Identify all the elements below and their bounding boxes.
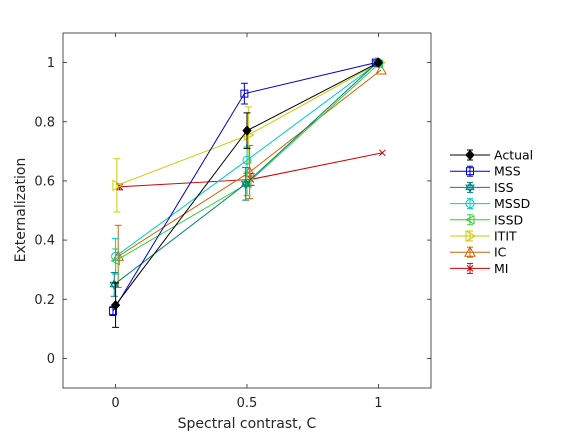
- legend-item-issd: ISSD: [450, 212, 523, 227]
- y-tick-label: 1: [47, 56, 55, 71]
- data-point: [240, 178, 251, 190]
- data-point: [111, 251, 121, 261]
- legend-box: [443, 143, 539, 277]
- legend-label: MSS: [494, 164, 521, 179]
- legend-marker: [466, 167, 474, 176]
- data-point: [242, 125, 252, 136]
- legend-item-mss: MSS: [450, 164, 521, 179]
- axis-ticks: 0 0.5 1 0 0.2 0.4 0.6 0.8 1: [34, 33, 431, 411]
- legend-item-itit: ITIT: [450, 229, 517, 244]
- y-tick-label: 0.2: [34, 293, 55, 308]
- y-tick-label: 0.8: [34, 115, 55, 130]
- y-tick-label: 0.6: [34, 174, 55, 189]
- legend-label: MI: [494, 261, 508, 276]
- x-tick-label: 1: [374, 396, 382, 411]
- marker-part: [465, 181, 475, 191]
- series-mssd: [111, 58, 383, 275]
- marker-part: [240, 178, 251, 187]
- marker-part: [379, 149, 386, 157]
- legend-item-mi: MI: [450, 261, 508, 276]
- legend-marker: [464, 246, 476, 257]
- legend-label: MSSD: [494, 196, 530, 211]
- legend-marker: [465, 230, 477, 242]
- y-axis-title: Externalization: [13, 158, 29, 263]
- marker-part: [240, 181, 251, 190]
- legend-item-ic: IC: [450, 245, 507, 260]
- legend-marker: [466, 265, 474, 272]
- x-tick-label: 0: [111, 396, 119, 411]
- legend-marker: [465, 199, 475, 209]
- y-tick-label: 0: [47, 352, 55, 367]
- legend-label: ITIT: [494, 229, 517, 244]
- legend-item-actual: Actual: [450, 148, 533, 163]
- data-point: [375, 63, 387, 75]
- data-point: [373, 57, 384, 68]
- marker-part: [466, 265, 474, 272]
- legend-marker: [464, 214, 475, 225]
- x-tick-label: 0.5: [237, 396, 258, 411]
- plot-area: [62, 32, 432, 389]
- legend-item-mssd: MSSD: [450, 196, 530, 211]
- marker-part: [109, 281, 120, 290]
- legend-label: ISSD: [494, 212, 523, 227]
- legend-label: IC: [494, 245, 507, 260]
- legend-item-iss: ISS: [450, 180, 514, 195]
- legend-marker: [465, 181, 475, 193]
- y-tick-label: 0.4: [34, 234, 55, 249]
- data-point: [112, 179, 123, 192]
- legend-marker: [465, 149, 475, 161]
- data-point: [242, 155, 252, 165]
- data-point: [379, 149, 386, 157]
- data-point: [110, 299, 121, 311]
- series-actual: [110, 57, 384, 328]
- series-layer: [108, 56, 387, 328]
- marker-part: [465, 184, 475, 193]
- legend-label: ISS: [494, 180, 514, 195]
- x-axis-title: Spectral contrast, C: [178, 416, 317, 432]
- legend-label: Actual: [494, 148, 533, 163]
- data-point: [240, 89, 249, 98]
- data-point: [108, 307, 117, 316]
